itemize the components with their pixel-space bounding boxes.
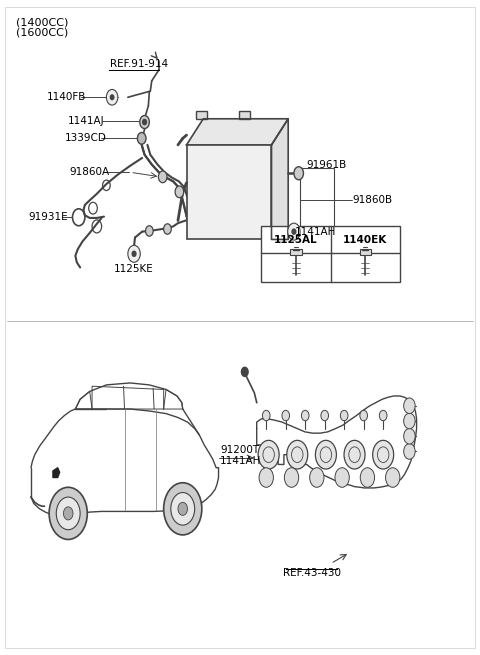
Circle shape xyxy=(259,468,274,487)
Circle shape xyxy=(372,440,394,469)
Circle shape xyxy=(282,410,289,421)
Circle shape xyxy=(284,468,299,487)
Circle shape xyxy=(56,497,80,530)
Circle shape xyxy=(132,252,136,256)
Text: 1141AJ: 1141AJ xyxy=(68,117,105,126)
Circle shape xyxy=(301,410,309,421)
Circle shape xyxy=(145,226,153,236)
Text: (1600CC): (1600CC) xyxy=(16,28,68,38)
Text: 1125KE: 1125KE xyxy=(114,263,154,274)
Circle shape xyxy=(241,367,248,377)
Circle shape xyxy=(158,171,167,183)
Circle shape xyxy=(315,440,336,469)
Bar xyxy=(239,111,250,119)
Circle shape xyxy=(258,440,279,469)
Bar xyxy=(196,111,206,119)
Text: 1140FB: 1140FB xyxy=(47,92,86,102)
Circle shape xyxy=(175,186,184,198)
Circle shape xyxy=(143,119,146,124)
Text: 91200T: 91200T xyxy=(220,445,259,455)
Circle shape xyxy=(164,483,202,535)
Text: 91931E: 91931E xyxy=(28,212,68,221)
Text: 1140EK: 1140EK xyxy=(343,234,387,245)
Text: (1400CC): (1400CC) xyxy=(16,17,68,28)
Circle shape xyxy=(128,246,140,262)
Text: 91860A: 91860A xyxy=(70,167,110,178)
Circle shape xyxy=(292,229,296,234)
Text: 1141AH: 1141AH xyxy=(220,456,261,466)
Circle shape xyxy=(404,398,415,413)
Circle shape xyxy=(164,224,171,234)
Circle shape xyxy=(360,410,368,421)
Bar xyxy=(290,249,302,255)
Circle shape xyxy=(310,468,324,487)
Circle shape xyxy=(287,440,308,469)
Circle shape xyxy=(110,95,114,100)
Circle shape xyxy=(171,493,195,525)
Circle shape xyxy=(140,115,149,128)
Circle shape xyxy=(107,90,118,105)
Text: 1141AH: 1141AH xyxy=(295,227,336,236)
Circle shape xyxy=(178,502,188,515)
Bar xyxy=(262,227,400,282)
Circle shape xyxy=(340,410,348,421)
Bar xyxy=(300,168,334,230)
Circle shape xyxy=(344,440,365,469)
Circle shape xyxy=(335,468,349,487)
Text: REF.43-430: REF.43-430 xyxy=(283,567,341,578)
Circle shape xyxy=(321,410,328,421)
Circle shape xyxy=(49,487,87,540)
Circle shape xyxy=(137,132,146,144)
Circle shape xyxy=(294,167,303,179)
Circle shape xyxy=(404,428,415,444)
Circle shape xyxy=(288,223,300,240)
Text: 91860B: 91860B xyxy=(353,195,393,205)
Circle shape xyxy=(263,410,270,421)
Bar xyxy=(360,249,371,255)
Circle shape xyxy=(63,507,73,520)
Text: 1125AL: 1125AL xyxy=(274,234,318,245)
Circle shape xyxy=(404,443,415,459)
Polygon shape xyxy=(272,119,288,240)
Polygon shape xyxy=(53,468,60,477)
Circle shape xyxy=(385,468,400,487)
Text: 91961B: 91961B xyxy=(307,160,347,170)
Circle shape xyxy=(360,468,374,487)
Text: REF.91-914: REF.91-914 xyxy=(110,58,168,69)
Circle shape xyxy=(404,413,415,429)
Bar xyxy=(187,145,272,240)
Text: 1339CD: 1339CD xyxy=(65,133,107,143)
Polygon shape xyxy=(187,119,288,145)
Circle shape xyxy=(379,410,387,421)
